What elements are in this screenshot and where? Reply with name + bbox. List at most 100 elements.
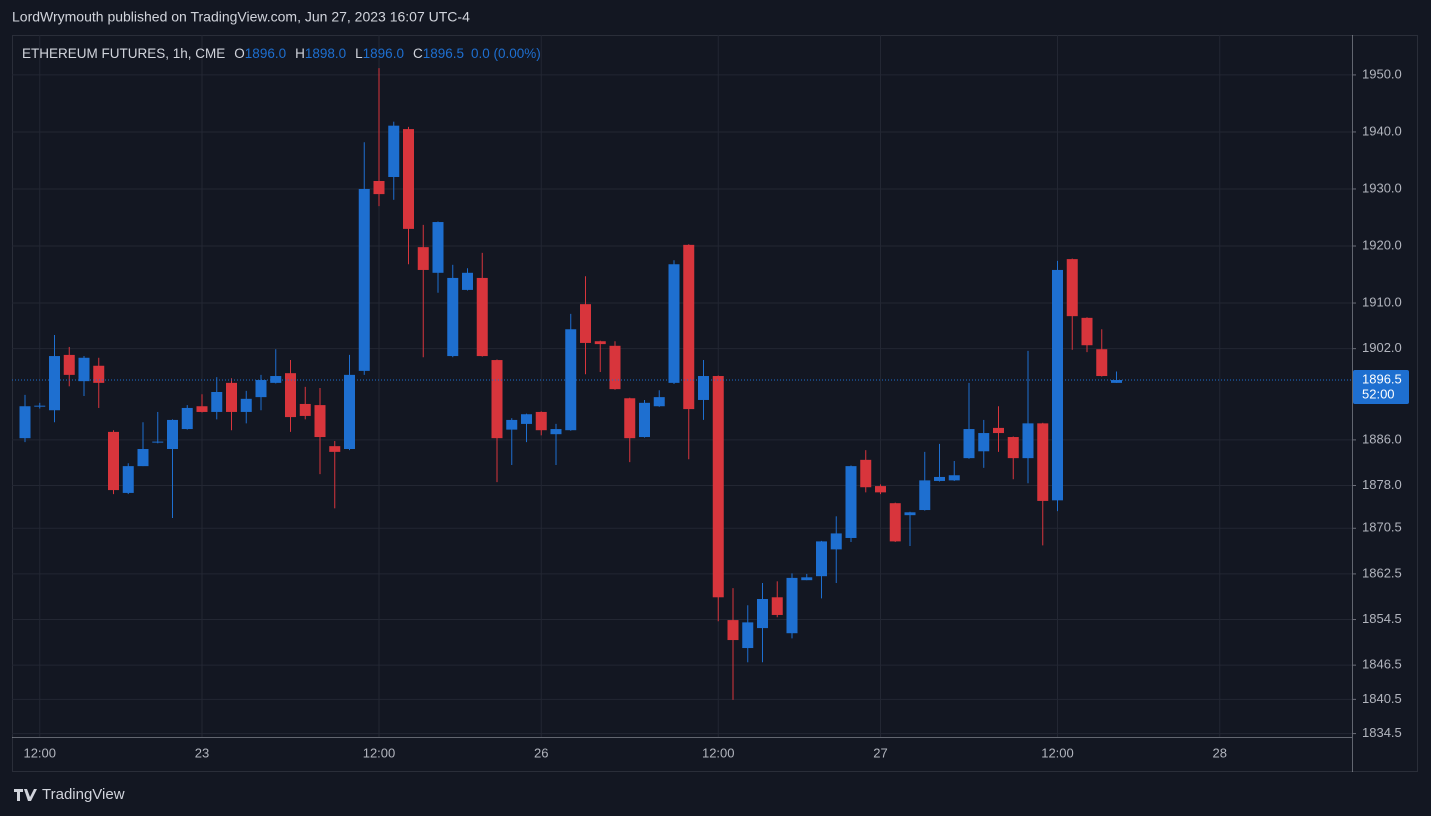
candle-body [314, 405, 326, 438]
candle-body [211, 391, 223, 412]
legend-value: 1896.0 [245, 46, 286, 61]
y-tick-label: 1846.5 [1362, 657, 1402, 672]
candle-body [93, 365, 105, 383]
candle-body [299, 403, 311, 416]
candle-body [639, 402, 650, 438]
candle-body [19, 406, 31, 439]
legend-key: O [234, 46, 245, 61]
candle-body [830, 533, 842, 550]
candle-body [196, 406, 208, 412]
x-tick-label: 27 [873, 745, 887, 760]
y-tick-label: 1886.0 [1362, 431, 1402, 446]
candle-body [934, 476, 945, 481]
y-tick-label: 1902.0 [1362, 340, 1402, 355]
candle-body [122, 466, 134, 493]
candle-body [476, 277, 488, 357]
candle-body [875, 486, 886, 493]
candle-body [108, 431, 119, 491]
y-tick-label: 1878.0 [1362, 477, 1402, 492]
legend-change: 0.0 (0.00%) [471, 46, 541, 61]
legend-title: ETHEREUM FUTURES, 1h, CME [22, 46, 225, 61]
candle-body [1007, 437, 1019, 459]
candle-body [417, 247, 429, 270]
candle-body [683, 244, 695, 410]
candle-body [889, 503, 901, 542]
x-tick-label: 12:00 [363, 745, 396, 760]
last-price-box [1353, 370, 1409, 405]
candle-body [137, 449, 149, 467]
legend-value: 1896.0 [363, 46, 404, 61]
candle-body [624, 398, 636, 439]
candle-body [240, 398, 252, 412]
legend: ETHEREUM FUTURES, 1h, CME O1896.0 H1898.0 L… [22, 46, 541, 61]
candle-body [757, 598, 768, 629]
y-tick-label: 1920.0 [1362, 237, 1402, 252]
y-tick-label: 1862.5 [1362, 565, 1402, 580]
candle-body [388, 125, 400, 177]
candle-body [521, 414, 532, 424]
candle-body [226, 382, 237, 412]
candle-body [78, 357, 90, 382]
candle-body [668, 264, 680, 383]
candle-body [742, 622, 754, 649]
candle-body [152, 441, 164, 443]
candle-body [167, 419, 178, 450]
x-tick-label: 26 [534, 745, 548, 760]
candle-body [1022, 423, 1034, 459]
candle-body [993, 427, 1004, 434]
candle-body [948, 475, 960, 481]
candle-body [594, 341, 606, 345]
candle-body [63, 354, 75, 375]
candle-body [653, 397, 665, 407]
y-tick-label: 1930.0 [1362, 180, 1402, 195]
y-tick-label: 1870.5 [1362, 520, 1402, 535]
legend-value: 1898.0 [305, 46, 346, 61]
candle-body [816, 541, 827, 577]
legend-key: C [413, 46, 423, 61]
x-tick-label: 12:00 [23, 745, 56, 760]
candle-body [447, 277, 459, 357]
x-tick-label: 12:00 [702, 745, 735, 760]
last-price-label: 1896.5 [1362, 371, 1402, 386]
candle-layer [19, 68, 1122, 700]
y-tick-label: 1840.5 [1362, 691, 1402, 706]
grid-layer [12, 35, 1352, 737]
candle-body [358, 188, 370, 371]
candle-body [462, 272, 473, 290]
candle-body [1037, 423, 1049, 501]
candle-body [1052, 269, 1063, 501]
candle-body [1066, 259, 1078, 317]
candle-body [580, 304, 591, 343]
candle-body [786, 577, 798, 634]
candle-body [727, 620, 739, 641]
publisher-line: LordWrymouth published on TradingView.co… [12, 9, 470, 25]
candle-body [270, 376, 282, 383]
y-tick-label: 1834.5 [1362, 725, 1402, 740]
candle-body [535, 411, 547, 431]
candle-body [771, 597, 783, 615]
legend-key: L [355, 46, 363, 61]
candle-body [845, 466, 857, 538]
candle-body [329, 446, 341, 452]
candle-body [919, 480, 931, 511]
candle-body [904, 512, 916, 516]
x-tick-label: 12:00 [1041, 745, 1074, 760]
candle-body [285, 373, 296, 418]
candle-body [550, 429, 562, 435]
y-tick-label: 1910.0 [1362, 294, 1402, 309]
logo-icon [14, 789, 37, 801]
x-tick-label: 23 [195, 745, 209, 760]
candle-body [698, 376, 709, 400]
footer-brand: TradingView [42, 786, 125, 803]
y-tick-label: 1950.0 [1362, 66, 1402, 81]
candle-body [1111, 380, 1122, 383]
candle-body [34, 405, 46, 407]
y-tick-label: 1854.5 [1362, 611, 1402, 626]
candle-body [255, 380, 267, 398]
candle-body [403, 129, 414, 229]
x-tick-label: 28 [1213, 745, 1227, 760]
candle-body [712, 376, 724, 598]
candle-body [978, 433, 990, 452]
candle-body [373, 180, 385, 195]
